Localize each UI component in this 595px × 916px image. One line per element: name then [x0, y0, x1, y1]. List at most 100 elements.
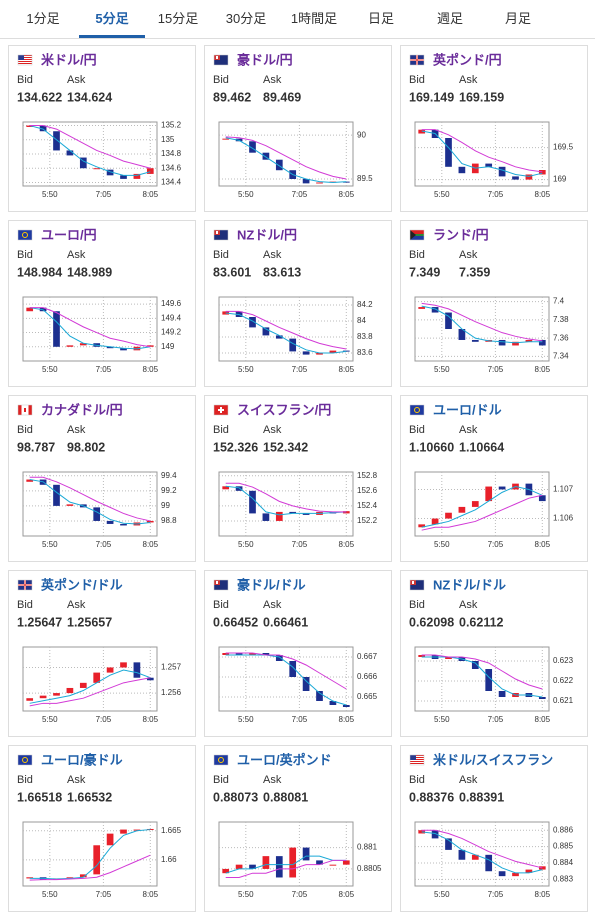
flag-part — [28, 405, 32, 415]
rate-card[interactable]: 豪ドル/円 Bid Ask 89.462 89.469 90 89.5 5:50 7:05 8:0… — [204, 45, 392, 212]
x-tick-label: 8:05 — [339, 540, 355, 549]
flag-border — [17, 754, 33, 766]
candle — [146, 677, 154, 681]
moving-average — [421, 654, 543, 690]
card-content: 豪ドル/円 Bid Ask 89.462 89.469 90 89.5 5:50 7:05 8:0… — [213, 52, 373, 199]
bid-label: Bid — [409, 74, 425, 86]
x-tick-label: 7:05 — [488, 190, 504, 199]
rate-card[interactable]: 米ドル/スイスフラン Bid Ask 0.88376 0.88391 0.886 0.885… — [400, 745, 588, 912]
bid-value: 0.88073 — [213, 790, 258, 804]
y-tick-label: 7.38 — [553, 315, 569, 324]
ask-label: Ask — [67, 599, 86, 611]
moving-average — [421, 656, 543, 698]
flag-part — [18, 55, 32, 56]
flag-part — [18, 63, 32, 64]
y-tick-label: 0.666 — [357, 672, 378, 681]
ask-label: Ask — [459, 774, 478, 786]
flag-part — [410, 235, 424, 240]
candle — [249, 317, 256, 328]
candle — [106, 520, 114, 524]
ask-label: Ask — [67, 74, 86, 86]
candle — [302, 677, 310, 691]
pair-name: ランド/円 — [433, 227, 489, 242]
tab[interactable]: 1分足 — [26, 11, 60, 26]
y-tick-label: 98.8 — [161, 516, 177, 525]
flag — [17, 404, 33, 416]
candle — [79, 874, 87, 878]
candle — [262, 327, 270, 336]
rate-card[interactable]: ユーロ/円 Bid Ask 148.984 148.989 149.6 149.4 149.2… — [8, 220, 196, 387]
y-tick-label: 1.256 — [161, 688, 182, 697]
y-tick-label: 0.881 — [357, 843, 378, 852]
bid-value: 1.66518 — [17, 790, 62, 804]
candle — [249, 864, 256, 869]
tab[interactable]: 30分足 — [225, 11, 267, 26]
y-tick-label: 152.6 — [357, 486, 378, 495]
candle — [120, 523, 127, 526]
x-tick-label: 8:05 — [339, 190, 355, 199]
tab[interactable]: 1時間足 — [290, 11, 338, 26]
rate-card[interactable]: ユーロ/豪ドル Bid Ask 1.66518 1.66532 1.665 1.66 5:50… — [8, 745, 196, 912]
x-tick-label: 8:05 — [535, 365, 551, 374]
candle — [275, 335, 283, 339]
y-tick-label: 0.886 — [553, 825, 574, 834]
flag-border — [17, 54, 33, 66]
rate-card[interactable]: 米ドル/円 Bid Ask 134.622 134.624 135.2 135 134.8 13… — [8, 45, 196, 212]
rate-card[interactable]: ランド/円 Bid Ask 7.349 7.359 7.4 7.38 7.36 7.34 5:50… — [400, 220, 588, 387]
y-tick-label: 0.884 — [553, 858, 574, 867]
moving-average — [421, 831, 543, 874]
ask-label: Ask — [67, 774, 86, 786]
tab[interactable]: 15分足 — [157, 11, 199, 26]
bid-value: 0.62098 — [409, 615, 454, 629]
rate-card[interactable]: 英ポンド/円 Bid Ask 169.149 169.159 169.5 169 5:50 7:… — [400, 45, 588, 212]
candle — [538, 170, 546, 175]
rate-card[interactable]: NZドル/円 Bid Ask 83.601 83.613 84.2 84 83.8 83.6 5:… — [204, 220, 392, 387]
moving-average — [29, 669, 151, 704]
candle — [120, 175, 127, 179]
candle — [538, 339, 546, 346]
candle — [485, 669, 493, 691]
pair-name: 豪ドル/円 — [237, 52, 293, 67]
y-tick-label: 134.8 — [161, 149, 182, 158]
rate-card[interactable]: ユーロ/ドル Bid Ask 1.10660 1.10664 1.107 1.106 5:50… — [400, 395, 588, 562]
tab[interactable]: 週足 — [436, 11, 463, 26]
x-tick-label: 7:05 — [292, 190, 308, 199]
flag-part — [214, 230, 228, 240]
tab[interactable]: 日足 — [367, 11, 394, 26]
y-tick-label: 99.4 — [161, 471, 177, 480]
rate-card[interactable]: 英ポンド/ドル Bid Ask 1.25647 1.25657 1.257 1.256 5:5… — [8, 570, 196, 737]
rate-card[interactable]: ユーロ/英ポンド Bid Ask 0.88073 0.88081 0.881 0.8805 5… — [204, 745, 392, 912]
rate-card[interactable]: カナダドル/円 Bid Ask 98.787 98.802 99.4 99.2 99 98.8 5… — [8, 395, 196, 562]
ask-value: 1.10664 — [459, 440, 504, 454]
x-tick-label: 5:50 — [238, 890, 254, 899]
candle — [445, 312, 452, 329]
candle — [342, 350, 350, 352]
candle — [289, 338, 297, 352]
bid-value: 1.25647 — [17, 615, 62, 629]
flag-part — [24, 408, 26, 412]
ask-value: 148.989 — [67, 265, 112, 279]
tab[interactable]: 月足 — [504, 11, 531, 26]
candle — [93, 168, 101, 170]
rate-card[interactable]: 豪ドル/ドル Bid Ask 0.66452 0.66461 0.667 0.666 0.66… — [204, 570, 392, 737]
rate-card[interactable]: スイスフラン/円 Bid Ask 152.326 152.342 152.8 152.6 15… — [204, 395, 392, 562]
y-tick-label: 135.2 — [161, 121, 182, 130]
pair-name: スイスフラン/円 — [237, 402, 331, 417]
candle — [316, 691, 323, 701]
rate-card[interactable]: NZドル/ドル Bid Ask 0.62098 0.62112 0.623 0.622 0.6… — [400, 570, 588, 737]
ask-value: 98.802 — [67, 440, 105, 454]
flag-border — [409, 404, 425, 416]
candle — [66, 150, 74, 156]
candle — [222, 486, 230, 490]
candle — [275, 856, 283, 878]
x-tick-label: 8:05 — [143, 890, 159, 899]
candle — [525, 869, 533, 873]
candle — [458, 166, 466, 174]
tab[interactable]: 5分足 — [79, 0, 145, 38]
moving-average — [225, 136, 347, 180]
candle — [485, 486, 493, 502]
flag-part — [410, 230, 424, 235]
x-tick-label: 5:50 — [434, 365, 450, 374]
x-tick-label: 5:50 — [42, 890, 58, 899]
bid-value: 98.787 — [17, 440, 55, 454]
